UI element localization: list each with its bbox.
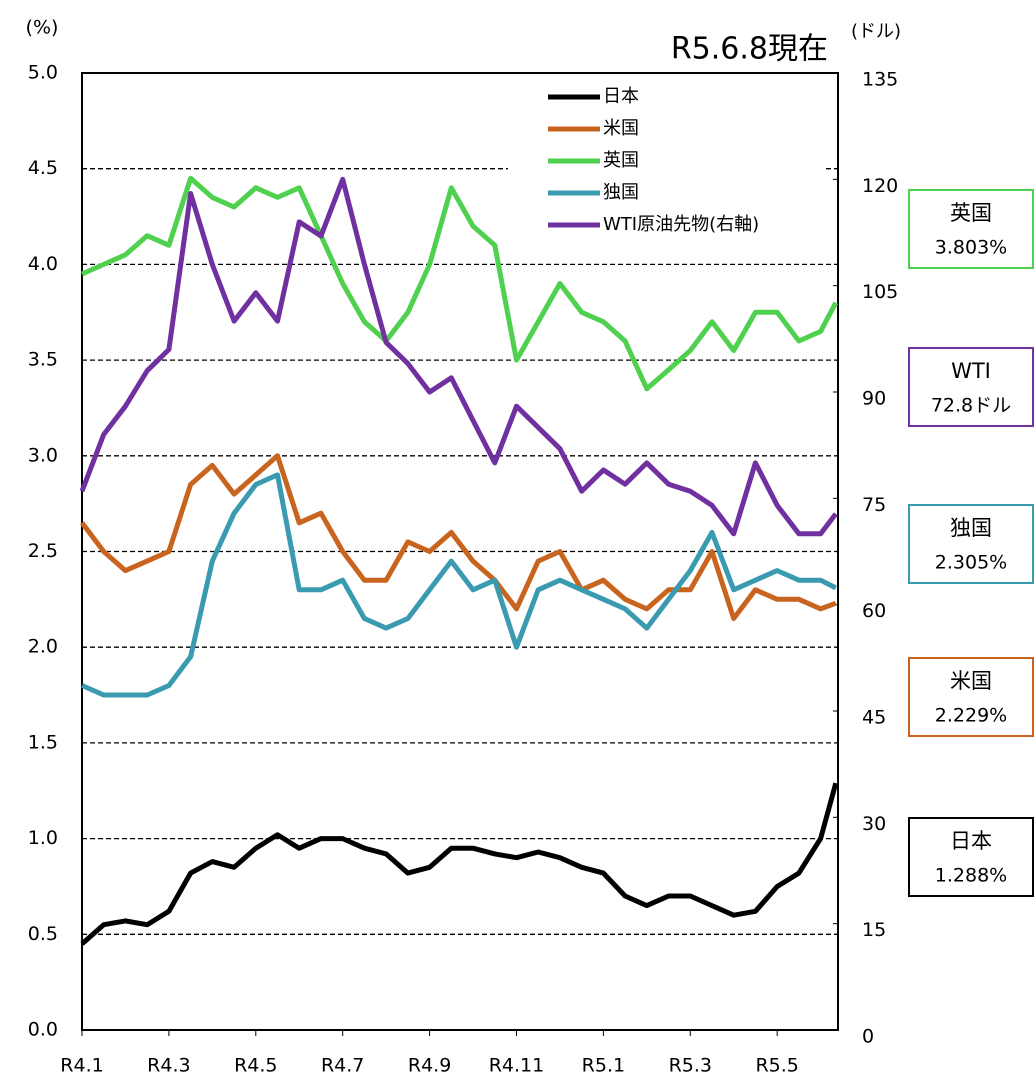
y2-tick-label: 60 (862, 600, 886, 622)
y2-tick-label: 45 (862, 707, 886, 729)
y-tick-label: 2.5 (28, 540, 58, 562)
y-tick-label: 4.0 (28, 253, 58, 275)
y-tick-label: 1.0 (28, 827, 58, 849)
x-tick-label: R4.7 (321, 1055, 364, 1077)
series-line (80, 472, 837, 698)
y2-tick-label: 30 (862, 813, 886, 835)
x-tick-label: R4.5 (234, 1055, 277, 1077)
value-box-name: 独国 (950, 516, 992, 540)
x-tick-label: R4.9 (408, 1055, 451, 1077)
y-tick-label: 3.5 (28, 349, 58, 371)
y2-axis-label: (ドル) (851, 21, 901, 42)
y-tick-label: 0.5 (28, 923, 58, 945)
x-tick-label: R5.5 (755, 1055, 798, 1077)
series-line (80, 782, 839, 946)
y-tick-label: 4.5 (28, 157, 58, 179)
value-box (908, 347, 1034, 427)
y-tick-label: 3.0 (28, 444, 58, 466)
y-tick-label: 2.0 (28, 636, 58, 658)
value-box-value: 3.803% (935, 237, 1007, 259)
y-tick-label: 1.5 (28, 731, 58, 753)
x-tick-label: R5.1 (582, 1055, 625, 1077)
series-line (79, 176, 838, 537)
legend-label: 米国 (603, 118, 639, 139)
y2-tick-label: 120 (862, 175, 898, 197)
series-line (80, 175, 839, 392)
value-box (908, 189, 1034, 269)
value-box (908, 817, 1034, 897)
y-tick-label: 0.0 (28, 1019, 58, 1041)
value-box (908, 657, 1034, 737)
value-box-value: 2.305% (935, 552, 1007, 574)
value-box-value: 2.229% (935, 705, 1007, 727)
legend-label: 英国 (603, 150, 639, 171)
y2-tick-label: 135 (862, 69, 898, 91)
x-tick-label: R5.3 (669, 1055, 712, 1077)
x-tick-label: R4.3 (147, 1055, 190, 1077)
y2-tick-label: 75 (862, 494, 886, 516)
value-box-value: 1.288% (935, 865, 1007, 887)
legend-label: 独国 (603, 182, 639, 203)
y-axis-label: (%) (26, 17, 59, 39)
legend-label: 日本 (603, 86, 639, 107)
series-line (80, 453, 837, 621)
value-box-value: 72.8ドル (931, 395, 1011, 417)
y2-tick-label: 90 (862, 388, 886, 410)
y2-tick-label: 105 (862, 281, 898, 303)
x-tick-label: R4.1 (60, 1055, 103, 1077)
plot-frame (81, 72, 839, 1031)
y-tick-label: 5.0 (28, 62, 58, 84)
value-box-name: 日本 (950, 829, 992, 853)
x-tick-label: R4.11 (489, 1055, 545, 1077)
legend-label: WTI原油先物(右軸) (603, 214, 759, 235)
value-box-name: 英国 (950, 201, 992, 225)
y2-tick-label: 0 (862, 1026, 874, 1048)
value-box-name: 米国 (950, 669, 992, 693)
value-box-name: WTI (951, 359, 991, 383)
chart-title: R5.6.8現在 (671, 32, 828, 67)
y2-tick-label: 15 (862, 919, 886, 941)
value-box (908, 504, 1034, 584)
